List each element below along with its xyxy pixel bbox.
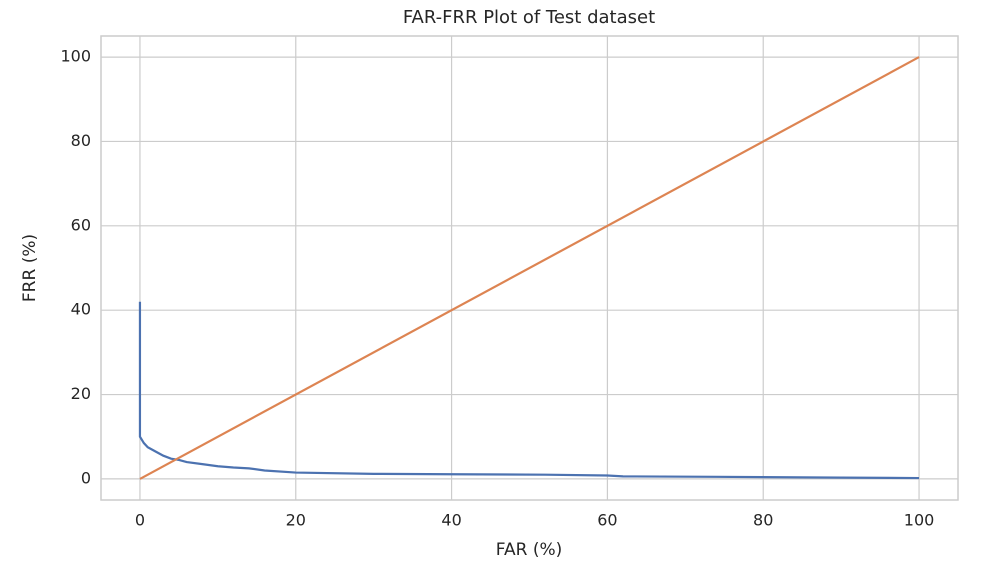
x-tick-label: 60 (597, 511, 617, 530)
y-tick-label: 100 (60, 47, 91, 66)
y-tick-label: 0 (81, 468, 91, 487)
x-tick-label: 20 (286, 511, 306, 530)
series-line (139, 56, 920, 480)
y-tick-label: 60 (71, 215, 91, 234)
x-tick-label: 80 (753, 511, 773, 530)
x-tick-label: 40 (441, 511, 461, 530)
chart-title: FAR-FRR Plot of Test dataset (403, 7, 655, 28)
series-line (138, 301, 920, 480)
x-tick-label: 0 (135, 511, 145, 530)
y-axis-label: FRR (%) (20, 234, 40, 302)
y-tick-label: 20 (71, 384, 91, 403)
x-axis-label: FAR (%) (496, 540, 562, 560)
y-tick-label: 40 (71, 300, 91, 319)
y-tick-label: 80 (71, 131, 91, 150)
x-tick-label: 100 (904, 511, 935, 530)
plot-frame (100, 35, 959, 501)
